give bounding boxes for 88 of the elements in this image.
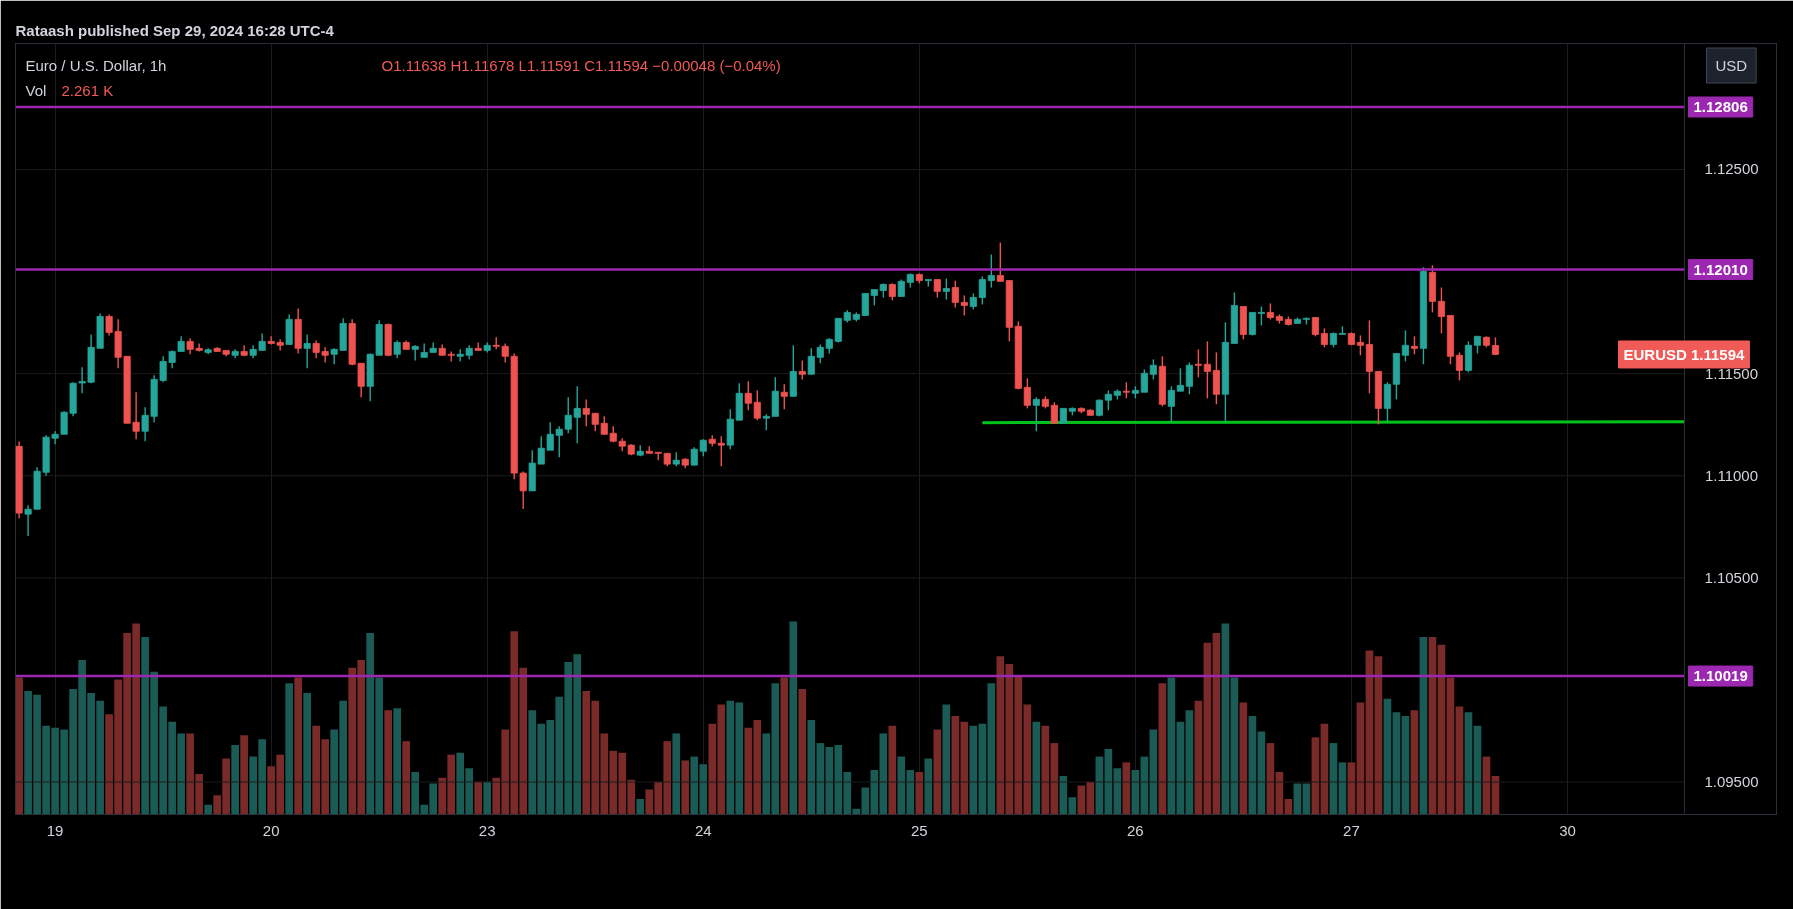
bar [681, 760, 690, 815]
candlestick [1437, 286, 1445, 335]
bar [1446, 677, 1455, 815]
bar [393, 708, 402, 815]
candlestick [303, 333, 311, 370]
bar [636, 799, 645, 815]
bar [231, 745, 239, 815]
candlestick [411, 344, 419, 362]
candlestick [1356, 334, 1364, 356]
bar [1167, 677, 1176, 815]
chart-title: Vol [25, 82, 47, 99]
candlestick [1320, 327, 1328, 349]
bar [483, 781, 492, 815]
bar [1158, 683, 1167, 815]
bar [942, 704, 951, 815]
candlestick [987, 253, 995, 289]
candlestick [780, 383, 788, 410]
y-tick-label: 1.11000 [1704, 466, 1759, 484]
ref-line-label: 1.10019 [1693, 667, 1748, 685]
candlestick [1257, 305, 1265, 327]
candlestick [1176, 367, 1184, 392]
candlestick [798, 359, 806, 381]
candlestick [1149, 358, 1157, 381]
bar [780, 677, 789, 815]
text: Rataash published Sep 29, 2024 16:28 UTC-4 [15, 21, 335, 39]
y-tick-label: 1.11500 [1704, 364, 1759, 382]
bar [1410, 710, 1419, 815]
ref-line-label: 1.12806 [1693, 98, 1748, 115]
y-tick-label: 1.09500 [1704, 773, 1759, 791]
candlestick [24, 504, 32, 537]
x-tick-label: 30 [1559, 821, 1576, 839]
bar [303, 692, 311, 815]
candlestick [1455, 351, 1463, 382]
ref-line-label: 1.12010 [1693, 260, 1748, 278]
bar [384, 710, 393, 815]
bar [672, 733, 681, 815]
candlestick [942, 277, 950, 301]
bar [888, 725, 897, 815]
bar [798, 689, 807, 815]
candlestick [1212, 351, 1220, 405]
candlestick [1203, 340, 1211, 400]
bar [789, 621, 798, 815]
candlestick [861, 292, 869, 317]
candlestick [996, 241, 1004, 283]
x-tick-label: 19 [46, 821, 64, 839]
bar [240, 735, 248, 815]
candlestick [1032, 396, 1040, 432]
annotation: 2.261 K [61, 82, 114, 99]
bar [1230, 677, 1239, 815]
candlestick [1194, 348, 1202, 379]
x-tick-label: 27 [1343, 821, 1360, 839]
x-tick-label: 26 [1127, 821, 1144, 839]
candlestick [1401, 329, 1409, 363]
x-tick-label: 23 [478, 821, 496, 839]
text: O1.11638 H1.11678 L1.11591 C1.11594 −0.00048 (−0.04%) [381, 57, 781, 74]
bar [1221, 623, 1230, 815]
bar [402, 741, 411, 815]
candlestick [1311, 316, 1319, 337]
bar [285, 683, 293, 815]
bar [15, 677, 23, 815]
bar [951, 716, 960, 815]
bar [924, 758, 933, 815]
bar [1023, 704, 1032, 815]
y-tick-label: 1.12500 [1704, 160, 1759, 178]
x-tick-label: 20 [262, 821, 280, 839]
bar [1455, 706, 1464, 815]
annotation: EURUSD 1.11594 [1623, 345, 1746, 363]
bar [474, 781, 483, 815]
candlestick [1185, 361, 1193, 395]
bar [204, 804, 212, 815]
bar [1185, 710, 1194, 815]
bar [915, 772, 924, 815]
text: USD [1715, 57, 1748, 74]
y-tick-label: 1.10500 [1704, 568, 1759, 586]
candlestick [951, 279, 959, 309]
candlestick [1023, 377, 1031, 410]
x-tick-label: 24 [694, 821, 712, 839]
candlestick [1104, 389, 1112, 411]
x-tick-label: 25 [910, 821, 928, 839]
bar [294, 677, 302, 815]
candlestick [978, 275, 986, 306]
candlestick [1050, 401, 1058, 424]
bar [933, 729, 942, 815]
candlestick [1167, 385, 1175, 423]
bar [987, 683, 996, 815]
text: Euro / U.S. Dollar, 1h [25, 57, 167, 74]
candlestick [1140, 368, 1148, 393]
candlestick [960, 294, 968, 317]
